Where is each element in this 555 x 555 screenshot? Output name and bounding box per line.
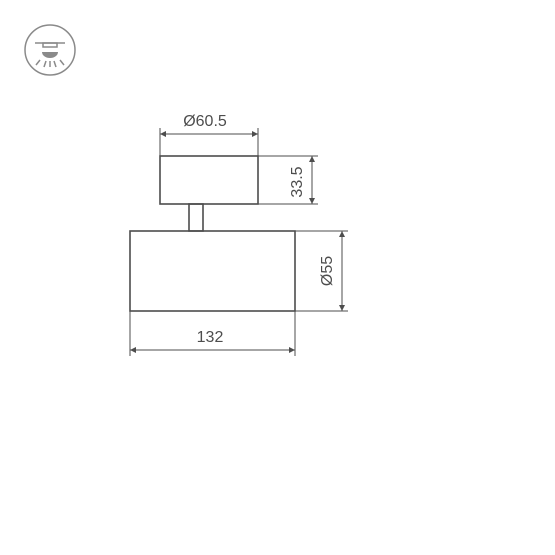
- dimensions: Ø60.5 33.5 Ø55 132: [130, 113, 348, 356]
- dimension-label: Ø60.5: [183, 113, 227, 130]
- mounting-type-icon: [25, 25, 75, 75]
- dimension-label: 132: [197, 329, 224, 346]
- product-outline: [130, 156, 295, 311]
- dimension-label: 33.5: [289, 166, 306, 197]
- dimension-label: Ø55: [319, 256, 336, 286]
